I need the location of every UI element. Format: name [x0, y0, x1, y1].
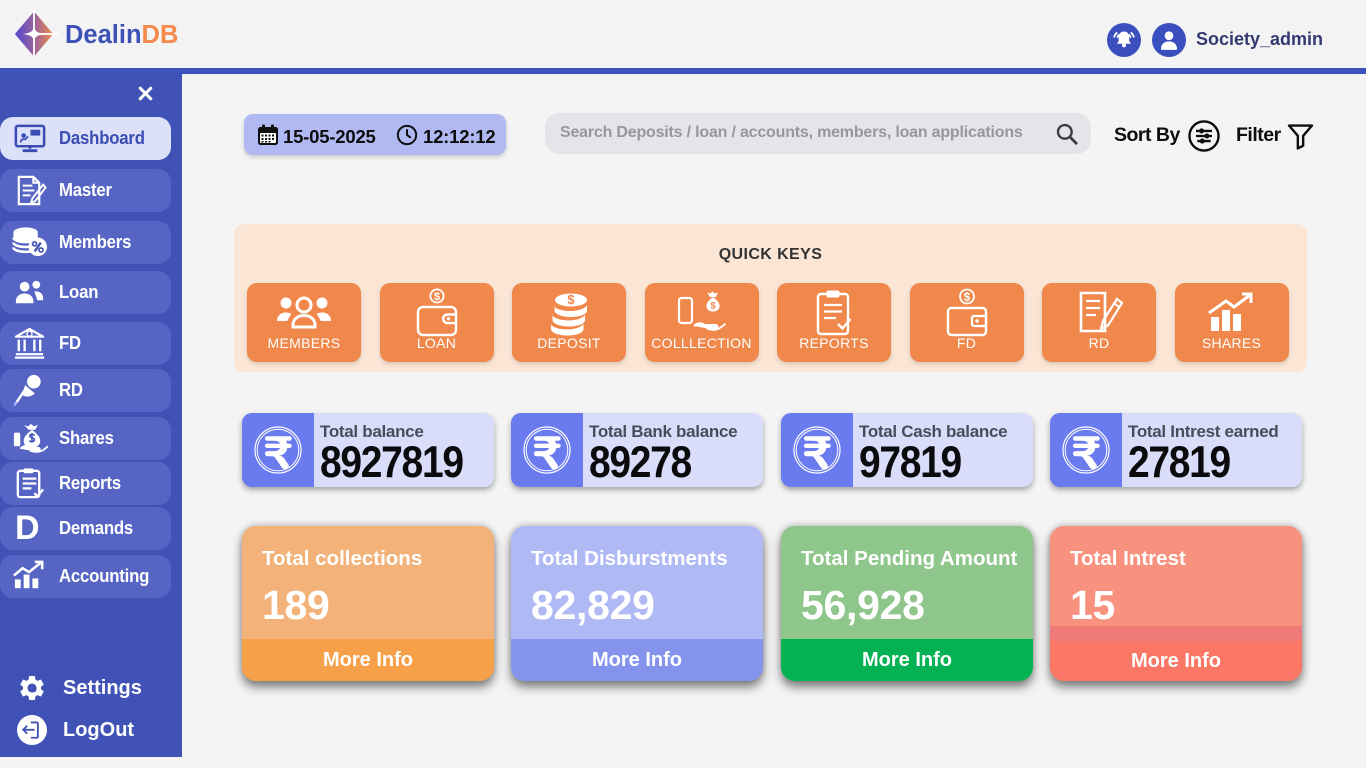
svg-text:$: $: [710, 301, 716, 312]
svg-text:$: $: [433, 291, 439, 303]
svg-text:$: $: [963, 292, 970, 304]
svg-text:$: $: [567, 292, 575, 307]
